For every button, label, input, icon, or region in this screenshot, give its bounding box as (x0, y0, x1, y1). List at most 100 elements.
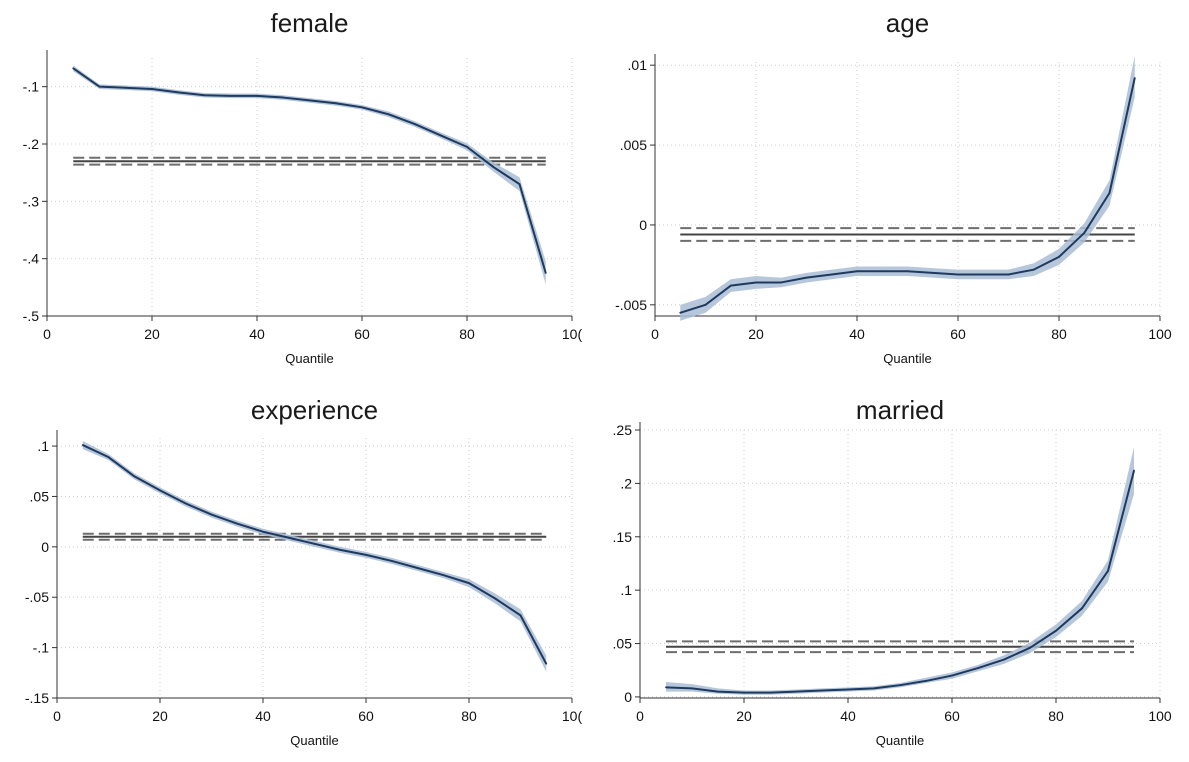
data-point (1032, 268, 1035, 271)
data-point (124, 86, 127, 89)
y-tick-label: -.1 (33, 640, 50, 656)
y-tick-label: .15 (613, 529, 633, 545)
panel-title: married (856, 395, 944, 425)
data-point (665, 686, 667, 689)
data-point (492, 166, 495, 168)
data-point (98, 85, 101, 88)
data-point (805, 276, 808, 279)
data-point (203, 94, 206, 97)
x-tick-label: 40 (849, 326, 865, 342)
data-point (906, 270, 909, 273)
panel-experience: experience 0 20 40 60 80 10(-.15 -.1 -.05 0 .05 .1 Q… (25, 395, 583, 748)
y-tick-label: 0 (624, 689, 632, 705)
x-tick-label: 40 (840, 708, 856, 724)
data-point (184, 502, 187, 505)
data-point (256, 94, 258, 97)
data-point (308, 99, 311, 102)
x-tick-label: 60 (358, 708, 374, 724)
data-point (899, 684, 901, 687)
x-tick-label: 20 (748, 326, 764, 342)
data-point (755, 281, 757, 284)
x-tick-label: 60 (944, 708, 960, 724)
data-point (390, 560, 393, 562)
data-point (339, 548, 342, 551)
data-point (413, 123, 416, 125)
y-tick-label: .05 (613, 636, 633, 652)
confidence-band (82, 441, 547, 672)
data-point (1003, 658, 1005, 661)
data-point (691, 687, 693, 690)
data-point (780, 281, 783, 284)
x-tick-label: 20 (152, 708, 168, 724)
data-point (262, 530, 264, 533)
y-tick-label: -.1 (23, 79, 40, 95)
data-point (1007, 273, 1010, 276)
panel-married: married 0 20 40 60 80 100 0 .05 .1 .15 .2 .25 Quantil… (613, 395, 1172, 748)
data-point (361, 106, 363, 109)
data-point (1058, 255, 1060, 258)
data-point (1083, 232, 1086, 234)
data-point (821, 689, 823, 692)
data-point (957, 273, 959, 276)
panel-female: female 0 20 40 60 80 10(-.5 -.4 -.3 -.2 -.1 Quantil… (23, 8, 583, 366)
data-point (1108, 192, 1111, 194)
data-point (210, 513, 213, 516)
data-point (881, 270, 884, 273)
data-point (236, 522, 239, 525)
x-tick-label: 80 (459, 326, 475, 342)
data-point (931, 271, 934, 274)
data-point (679, 311, 682, 314)
data-point (704, 303, 707, 306)
data-point (439, 134, 442, 137)
quantile-estimate-line (82, 444, 548, 665)
data-point (72, 67, 75, 70)
data-point (107, 456, 110, 459)
x-tick-label: 80 (1048, 708, 1064, 724)
data-point (466, 145, 468, 148)
data-point (769, 691, 771, 694)
data-point (387, 113, 390, 116)
x-axis-label: Quantile (290, 733, 338, 748)
data-point (416, 567, 419, 569)
data-point (1107, 570, 1109, 572)
data-point (313, 542, 316, 545)
y-tick-label: .1 (37, 438, 49, 454)
x-tick-label: 40 (249, 326, 265, 342)
data-point (282, 96, 285, 99)
data-point (177, 91, 180, 94)
x-tick-label: 80 (461, 708, 477, 724)
data-point (1055, 629, 1057, 632)
y-tick-label: -.4 (23, 251, 40, 267)
panel-title: experience (251, 395, 378, 425)
data-point (1029, 646, 1031, 649)
x-tick-label: 10( (562, 326, 583, 342)
x-tick-label: 0 (53, 708, 61, 724)
data-point (856, 270, 858, 273)
y-tick-label: .05 (30, 488, 50, 504)
data-point (151, 88, 153, 90)
x-tick-label: 0 (636, 708, 644, 724)
data-point (544, 272, 547, 274)
data-point (830, 273, 833, 276)
data-point (1133, 469, 1135, 472)
x-tick-label: 80 (1051, 326, 1067, 342)
data-point (545, 662, 548, 665)
y-tick-label: .005 (620, 137, 647, 153)
confidence-band (666, 447, 1134, 695)
x-tick-label: 0 (43, 326, 51, 342)
x-tick-label: 40 (255, 708, 271, 724)
x-tick-label: 100 (1148, 326, 1172, 342)
y-tick-label: -.05 (25, 589, 49, 605)
y-tick-label: .2 (620, 475, 632, 491)
data-point (847, 688, 849, 691)
y-tick-label: .1 (620, 582, 632, 598)
data-point (334, 102, 337, 105)
y-tick-label: -.15 (25, 690, 49, 706)
data-point (442, 574, 445, 576)
panel-title: age (886, 8, 929, 38)
y-tick-label: -.2 (23, 136, 40, 152)
data-point (951, 674, 953, 677)
y-tick-label: .01 (628, 57, 648, 73)
x-tick-label: 100 (1148, 708, 1172, 724)
